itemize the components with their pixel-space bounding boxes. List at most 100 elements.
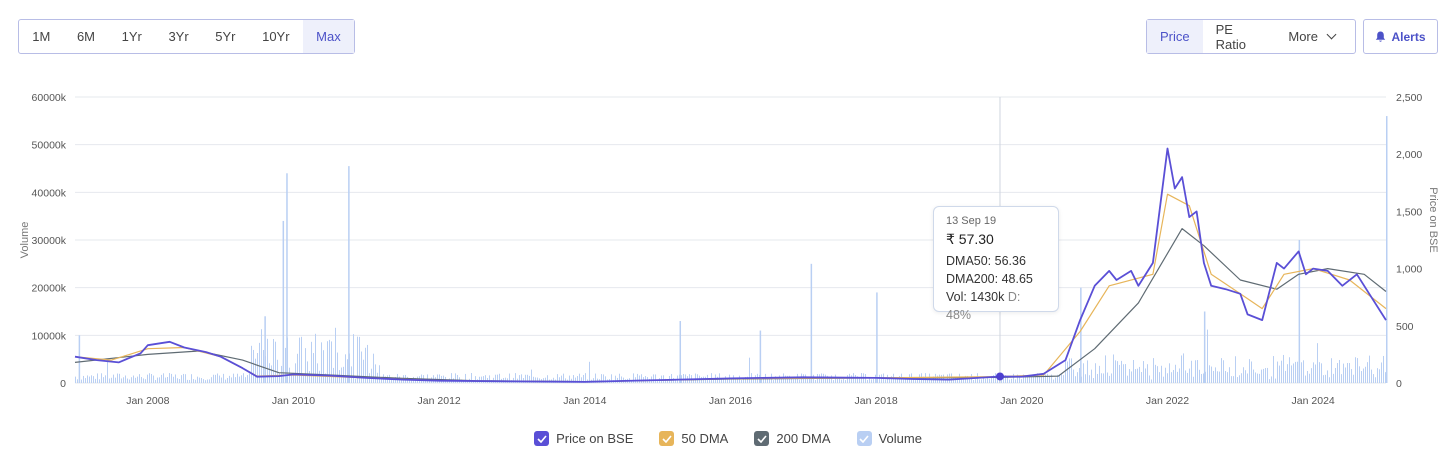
series-line <box>74 147 1387 383</box>
volume-bar <box>1259 373 1260 383</box>
volume-bar <box>197 376 198 383</box>
volume-bar <box>137 376 138 383</box>
volume-bar <box>1331 358 1332 383</box>
range-max-button[interactable]: Max <box>302 20 355 53</box>
volume-bar <box>979 379 980 383</box>
volume-bar <box>1039 376 1040 383</box>
volume-bar <box>393 378 394 383</box>
volume-bar <box>279 372 280 383</box>
volume-bar <box>579 373 580 383</box>
volume-bar <box>1237 377 1238 383</box>
volume-bar <box>1105 355 1106 383</box>
volume-bar <box>1191 360 1192 383</box>
volume-bar <box>321 342 322 383</box>
volume-bar <box>875 374 876 383</box>
price-view-button[interactable]: Price <box>1147 20 1203 53</box>
volume-bar <box>525 374 526 383</box>
volume-bar <box>1013 373 1014 383</box>
volume-bar <box>1025 375 1026 383</box>
volume-bar <box>243 373 244 383</box>
volume-bar <box>1063 375 1064 383</box>
volume-bar <box>335 327 336 383</box>
volume-bar <box>961 376 962 383</box>
volume-bar <box>869 378 870 383</box>
range-10yr-button[interactable]: 10Yr <box>262 29 290 44</box>
range-3yr-button[interactable]: 3Yr <box>168 29 189 44</box>
volume-bar <box>121 378 122 383</box>
volume-bar <box>735 378 736 383</box>
range-6m-button[interactable]: 6M <box>76 29 96 44</box>
bell-icon <box>1376 31 1386 42</box>
more-dropdown[interactable]: More <box>1275 20 1355 53</box>
volume-bar <box>149 373 150 383</box>
volume-bar <box>325 373 326 383</box>
chart-tooltip: 13 Sep 19 ₹ 57.30 DMA50: 56.36 DMA200: 4… <box>933 206 1059 322</box>
volume-bar <box>583 374 584 383</box>
volume-bar <box>385 376 386 383</box>
volume-bar <box>193 379 194 383</box>
volume-bar <box>935 373 936 383</box>
volume-bar <box>131 377 132 383</box>
volume-bar <box>157 377 158 383</box>
volume-bar <box>1183 353 1184 383</box>
volume-bar <box>845 380 846 383</box>
volume-bar <box>247 375 248 383</box>
volume-bar <box>743 378 744 383</box>
left-tick-label: 20000k <box>32 283 67 295</box>
volume-bar <box>931 379 932 383</box>
alerts-button[interactable]: Alerts <box>1363 19 1438 54</box>
volume-bar <box>1177 371 1178 383</box>
volume-bar <box>1279 365 1280 383</box>
checkbox-checked-icon <box>534 431 550 446</box>
volume-bar <box>147 374 148 383</box>
volume-bar <box>1153 358 1154 383</box>
volume-bar <box>315 333 316 383</box>
volume-bar <box>1199 369 1200 383</box>
volume-bar <box>1095 363 1096 383</box>
volume-bar <box>1349 363 1350 383</box>
volume-bar <box>281 365 282 383</box>
volume-bar <box>793 379 794 383</box>
volume-bar <box>535 377 536 383</box>
volume-bar <box>723 378 724 383</box>
volume-bar <box>575 377 576 383</box>
volume-bar <box>533 376 534 383</box>
legend-200-dma[interactable]: 200 DMA <box>754 431 831 446</box>
legend-volume[interactable]: Volume <box>856 431 922 446</box>
volume-bar <box>657 379 658 383</box>
volume-bar <box>181 375 182 383</box>
range-1yr-button[interactable]: 1Yr <box>121 29 142 44</box>
volume-bar <box>561 375 562 383</box>
volume-bar <box>1281 360 1282 383</box>
price-chart: 0 10000k 20000k 30000k 40000k 50000k 60000k 0 50… <box>19 92 1439 407</box>
volume-bar <box>103 377 104 383</box>
tooltip-dma200: DMA200: 48.65 <box>946 272 1033 286</box>
volume-bar <box>955 377 956 383</box>
volume-bar <box>1155 364 1156 383</box>
volume-bar <box>1241 373 1242 383</box>
volume-bar <box>227 377 228 383</box>
range-1m-button[interactable]: 1M <box>32 29 51 44</box>
volume-bar <box>876 292 878 383</box>
left-axis-title: Volume <box>19 222 31 259</box>
tooltip-date: 13 Sep 19 <box>946 215 997 227</box>
volume-bar <box>1099 365 1100 383</box>
volume-bar <box>91 375 92 383</box>
legend-price-on-bse[interactable]: Price on BSE <box>534 431 633 446</box>
tooltip-dma50: DMA50: 56.36 <box>946 254 1026 268</box>
volume-bar <box>105 375 106 383</box>
legend-50-dma[interactable]: 50 DMA <box>659 431 728 446</box>
volume-bar <box>855 374 856 383</box>
volume-bar <box>1149 375 1150 383</box>
tooltip-price: ₹ 57.30 <box>946 231 994 247</box>
volume-bar <box>1067 361 1068 383</box>
volume-bar <box>159 377 160 383</box>
volume-bar <box>1127 375 1128 383</box>
volume-bar <box>1371 369 1372 383</box>
volume-bar <box>117 373 118 383</box>
volume-bar <box>1197 360 1198 383</box>
volume-bar <box>1325 374 1326 383</box>
volume-bar <box>1221 358 1222 383</box>
pe-ratio-view-button[interactable]: PE Ratio <box>1215 21 1246 52</box>
range-5yr-button[interactable]: 5Yr <box>215 29 236 44</box>
